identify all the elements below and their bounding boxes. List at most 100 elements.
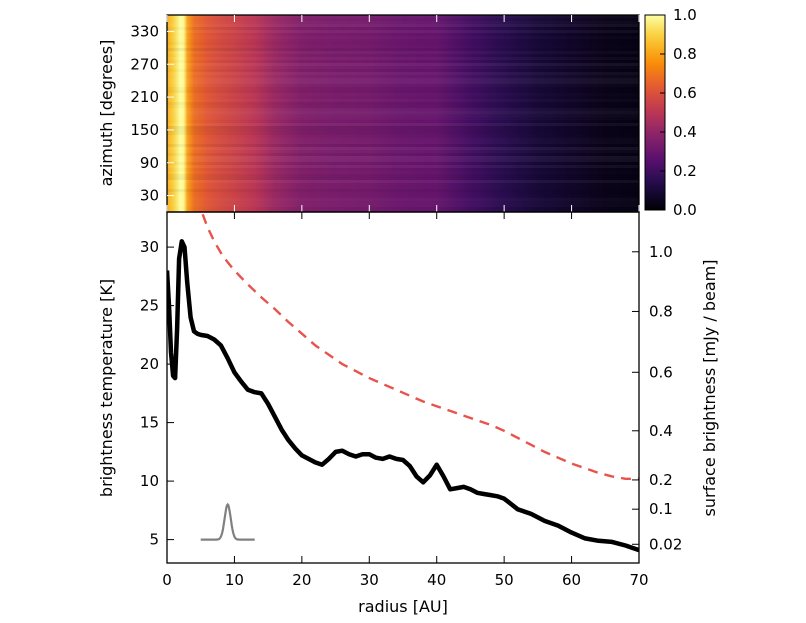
heatmap-texture-band [167, 27, 639, 30]
heatmap-texture-band [167, 159, 639, 162]
heatmap-y-ticks: 30 90 150 210 270 330 [130, 15, 640, 212]
heatmap-texture-band [167, 147, 639, 150]
heatmap-panel: 30 90 150 210 270 330 azimuth [degrees] [97, 14, 640, 213]
heatmap-texture-band [167, 102, 639, 105]
right-y-tick-label: 0.2 [649, 471, 673, 489]
heatmap-texture-band [167, 78, 639, 81]
heatmap-texture-band [167, 141, 639, 144]
heatmap-texture-band [167, 183, 639, 186]
heatmap-texture-band [167, 126, 639, 129]
line-plot-frame [166, 211, 640, 564]
x-tick-label: 10 [225, 571, 244, 589]
x-tick-label: 70 [629, 571, 648, 589]
heatmap-texture-band [167, 18, 639, 21]
colorbar-ticks: 0.0 0.2 0.4 0.6 0.8 1.0 [660, 6, 697, 219]
heatmap-texture-band [167, 30, 639, 33]
x-tick-label: 50 [495, 571, 514, 589]
heatmap-texture-band [167, 174, 639, 177]
right-y-tick-label: 0.02 [649, 535, 682, 553]
left-y-ticks: 5 10 15 20 25 30 [140, 238, 174, 549]
right-y-tick-label: 1.0 [649, 243, 673, 261]
heatmap-texture-band [167, 33, 639, 36]
right-y-tick-label: 0.8 [649, 302, 673, 320]
left-y-tick-label: 5 [149, 531, 159, 549]
heatmap-y-tick-label: 270 [130, 55, 159, 73]
left-y-tick-label: 25 [140, 297, 159, 315]
heatmap-texture-band [167, 93, 639, 96]
heatmap-texture-band [167, 90, 639, 93]
heatmap-texture-band [167, 111, 639, 114]
heatmap-texture-band [167, 198, 639, 201]
heatmap-texture-band [167, 57, 639, 60]
x-tick-label: 0 [162, 571, 172, 589]
x-tick-label: 40 [427, 571, 446, 589]
heatmap-texture-band [167, 75, 639, 78]
heatmap-texture-band [167, 129, 639, 132]
colorbar-tick-label: 1.0 [673, 6, 697, 24]
heatmap-texture-band [167, 63, 639, 66]
left-y-axis-label: brightness temperature [K] [97, 279, 116, 497]
heatmap-texture-band [167, 51, 639, 54]
heatmap-texture-band [167, 66, 639, 69]
heatmap-texture-band [167, 96, 639, 99]
heatmap-texture-band [167, 189, 639, 192]
heatmap-texture-band [167, 108, 639, 111]
heatmap-texture-band [167, 156, 639, 159]
heatmap-texture-band [167, 120, 639, 123]
colorbar-scale [644, 14, 666, 211]
heatmap-texture-band [167, 150, 639, 153]
heatmap-texture-band [167, 192, 639, 195]
heatmap-texture-band [167, 48, 639, 51]
heatmap-texture-band [167, 162, 639, 165]
heatmap-texture-band [167, 123, 639, 126]
heatmap-texture-band [167, 114, 639, 117]
x-tick-label: 30 [360, 571, 379, 589]
heatmap-texture-band [167, 165, 639, 168]
heatmap-texture-band [167, 171, 639, 174]
heatmap-texture [167, 18, 639, 207]
heatmap-y-tick-label: 90 [140, 154, 159, 172]
heatmap-texture-band [167, 42, 639, 45]
heatmap-y-tick-label: 150 [130, 121, 159, 139]
heatmap-texture-band [167, 135, 639, 138]
heatmap-texture-band [167, 21, 639, 24]
heatmap-texture-band [167, 81, 639, 84]
heatmap-texture-band [167, 195, 639, 198]
right-y-axis-label: surface brightness [mJy / beam] [700, 260, 719, 517]
colorbar-tick-label: 0.4 [673, 123, 697, 141]
heatmap-texture-band [167, 153, 639, 156]
right-y-tick-label: 0.1 [649, 500, 673, 518]
heatmap-texture-band [167, 54, 639, 57]
right-y-tick-label: 0.6 [649, 363, 673, 381]
colorbar-tick-label: 0.8 [673, 45, 697, 63]
heatmap-texture-band [167, 99, 639, 102]
heatmap-texture-band [167, 84, 639, 87]
heatmap-texture-band [167, 87, 639, 90]
heatmap-texture-band [167, 39, 639, 42]
right-y-tick-label: 0.4 [649, 422, 673, 440]
heatmap-texture-band [167, 117, 639, 120]
heatmap-texture-band [167, 132, 639, 135]
heatmap-texture-band [167, 144, 639, 147]
dashed-reference-line [201, 213, 639, 480]
left-y-tick-label: 20 [140, 355, 159, 373]
left-y-tick-label: 10 [140, 472, 159, 490]
heatmap-texture-band [167, 186, 639, 189]
heatmap-texture-band [167, 69, 639, 72]
heatmap-texture-band [167, 177, 639, 180]
colorbar: 0.0 0.2 0.4 0.6 0.8 1.0 [644, 6, 697, 219]
colorbar-tick-label: 0.6 [673, 84, 697, 102]
x-ticks: 0 10 20 30 40 50 60 70 [162, 212, 649, 589]
heatmap-y-tick-label: 30 [140, 187, 159, 205]
heatmap-texture-band [167, 36, 639, 39]
heatmap-texture-band [167, 72, 639, 75]
x-axis-label: radius [AU] [358, 597, 448, 616]
heatmap-texture-band [167, 204, 639, 207]
heatmap-texture-band [167, 201, 639, 204]
x-tick-label: 20 [292, 571, 311, 589]
left-y-tick-label: 15 [140, 414, 159, 432]
heatmap-y-tick-label: 330 [130, 22, 159, 40]
brightness-temperature-line [167, 239, 639, 553]
heatmap-texture-band [167, 45, 639, 48]
